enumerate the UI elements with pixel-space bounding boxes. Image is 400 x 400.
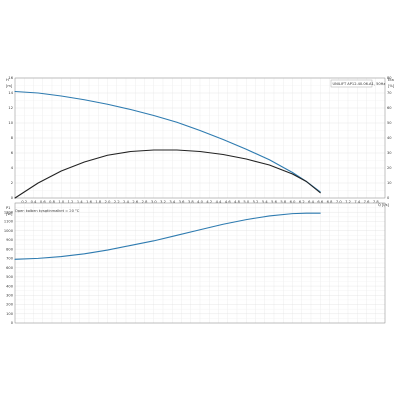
x-tick-label: 0.4 [31,200,37,204]
x-tick-label: 4.2 [206,200,212,204]
bottom-left-tick-label: 800 [6,247,14,251]
x-tick-label: 1.0 [58,200,64,204]
top-right-axis-label: Eta [388,78,394,82]
x-tick-label: 4.6 [225,200,231,204]
top-chart-axes: 0 2 4 6 8 10 12 14 16 0 10 20 30 40 50 60 70 80 0.2 0.4 0.6 0… [8,76,392,204]
bottom-axis-label: P1 [6,206,10,210]
bottom-left-tick-label: 400 [6,284,14,288]
x-tick-label: 6.0 [290,200,296,204]
bottom-left-tick-label: 0 [11,321,14,325]
top-left-tick-label: 2 [11,181,13,185]
bottom-left-tick-label: 100 [6,312,14,316]
bottom-left-tick-label: 1000 [4,229,14,233]
top-plot-frame [14,77,386,199]
top-right-tick-label: 70 [387,91,392,95]
top-left-tick-label: 14 [8,91,13,95]
bottom-left-tick-label: 600 [6,266,14,270]
x-tick-label: 1.6 [86,200,92,204]
x-tick-label: 0.6 [40,200,46,204]
head-curve [14,90,321,193]
top-left-tick-label: 0 [11,196,14,200]
x-tick-label: 7.8 [373,200,379,204]
x-tick-label: 1.8 [95,200,101,204]
x-tick-label: 2.6 [132,200,138,204]
x-tick-label: 7.6 [364,200,370,204]
x-tick-label: 4.8 [234,200,240,204]
x-tick-label: 5.6 [271,200,277,204]
x-tick-label: 3.4 [169,200,175,204]
x-tick-label: 6.8 [327,200,333,204]
x-tick-label: 3.8 [188,200,194,204]
x-tick-label: 5.4 [262,200,268,204]
top-left-tick-label: 12 [8,106,13,110]
top-right-tick-label: 40 [387,136,392,140]
note-text: Open kolben kysgtinmalket = 20 °C [15,209,80,213]
bottom-chart-grid [14,202,386,324]
bottom-axis-unit: [W] [6,212,13,216]
bottom-left-tick-label: 1100 [4,220,14,224]
x-tick-label: 5.2 [253,200,259,204]
power-curve [14,212,321,260]
x-tick-label: 0.8 [49,200,55,204]
top-right-tick-label: 0 [387,196,390,200]
top-right-tick-label: 10 [387,181,392,185]
top-right-tick-label: 50 [387,121,392,125]
x-tick-label: 2.8 [142,200,148,204]
x-tick-label: 5.8 [280,200,286,204]
bottom-chart-axes: 0 100 200 300 400 500 600 700 800 900 1000 1100 1200 [4,202,386,325]
x-tick-label: 3.6 [179,200,185,204]
bottom-chart-series [14,212,321,260]
x-tick-label: 7.4 [354,200,360,204]
x-tick-label: 7.0 [336,200,342,204]
top-right-tick-label: 80 [387,76,392,80]
bottom-plot-frame [14,202,386,324]
top-left-tick-label: 6 [11,151,14,155]
bottom-left-tick-label: 900 [6,238,14,242]
top-left-tick-label: 10 [8,121,13,125]
x-tick-label: 0.2 [21,200,27,204]
top-right-tick-label: 30 [387,151,392,155]
x-tick-label: 2.4 [123,200,129,204]
chart-title: UNILIFT AP12.40.06.A1, 50Hz [333,82,386,86]
x-tick-label: 1.4 [77,200,83,204]
top-left-axis-label: H [6,78,9,82]
top-right-axis-unit: [%] [388,84,395,88]
bottom-left-tick-label: 500 [6,275,14,279]
legend-box: UNILIFT AP12.40.06.A1, 50Hz [330,79,386,88]
top-left-tick-label: 16 [8,76,13,80]
x-tick-label: 3.0 [151,200,157,204]
bottom-left-tick-label: 200 [6,303,14,307]
x-tick-label: 2.2 [114,200,120,204]
x-tick-label: 6.4 [308,200,314,204]
x-tick-label: 2.0 [105,200,111,204]
bottom-left-tick-label: 1200 [4,210,14,214]
top-left-tick-label: 8 [11,136,14,140]
top-chart-series [14,90,321,199]
x-tick-label: 6.6 [317,200,323,204]
x-tick-label: 7.2 [345,200,351,204]
bottom-left-tick-label: 300 [6,294,14,298]
efficiency-curve [14,149,321,199]
top-right-tick-label: 60 [387,106,392,110]
top-left-axis-unit: [m] [6,84,13,88]
top-chart-grid [14,77,386,199]
legend-box-frame [330,79,373,88]
x-tick-label: 3.2 [160,200,166,204]
x-tick-label: 4.4 [216,200,222,204]
x-tick-label: 6.2 [299,200,305,204]
x-tick-label: 5.0 [243,200,249,204]
top-left-tick-label: 4 [11,166,14,170]
top-right-tick-label: 20 [387,166,392,170]
x-tick-label: 4.0 [197,200,203,204]
x-axis-label: Q [l/s] [378,203,389,207]
x-tick-label: 1.2 [68,200,74,204]
bottom-left-tick-label: 700 [6,257,14,261]
